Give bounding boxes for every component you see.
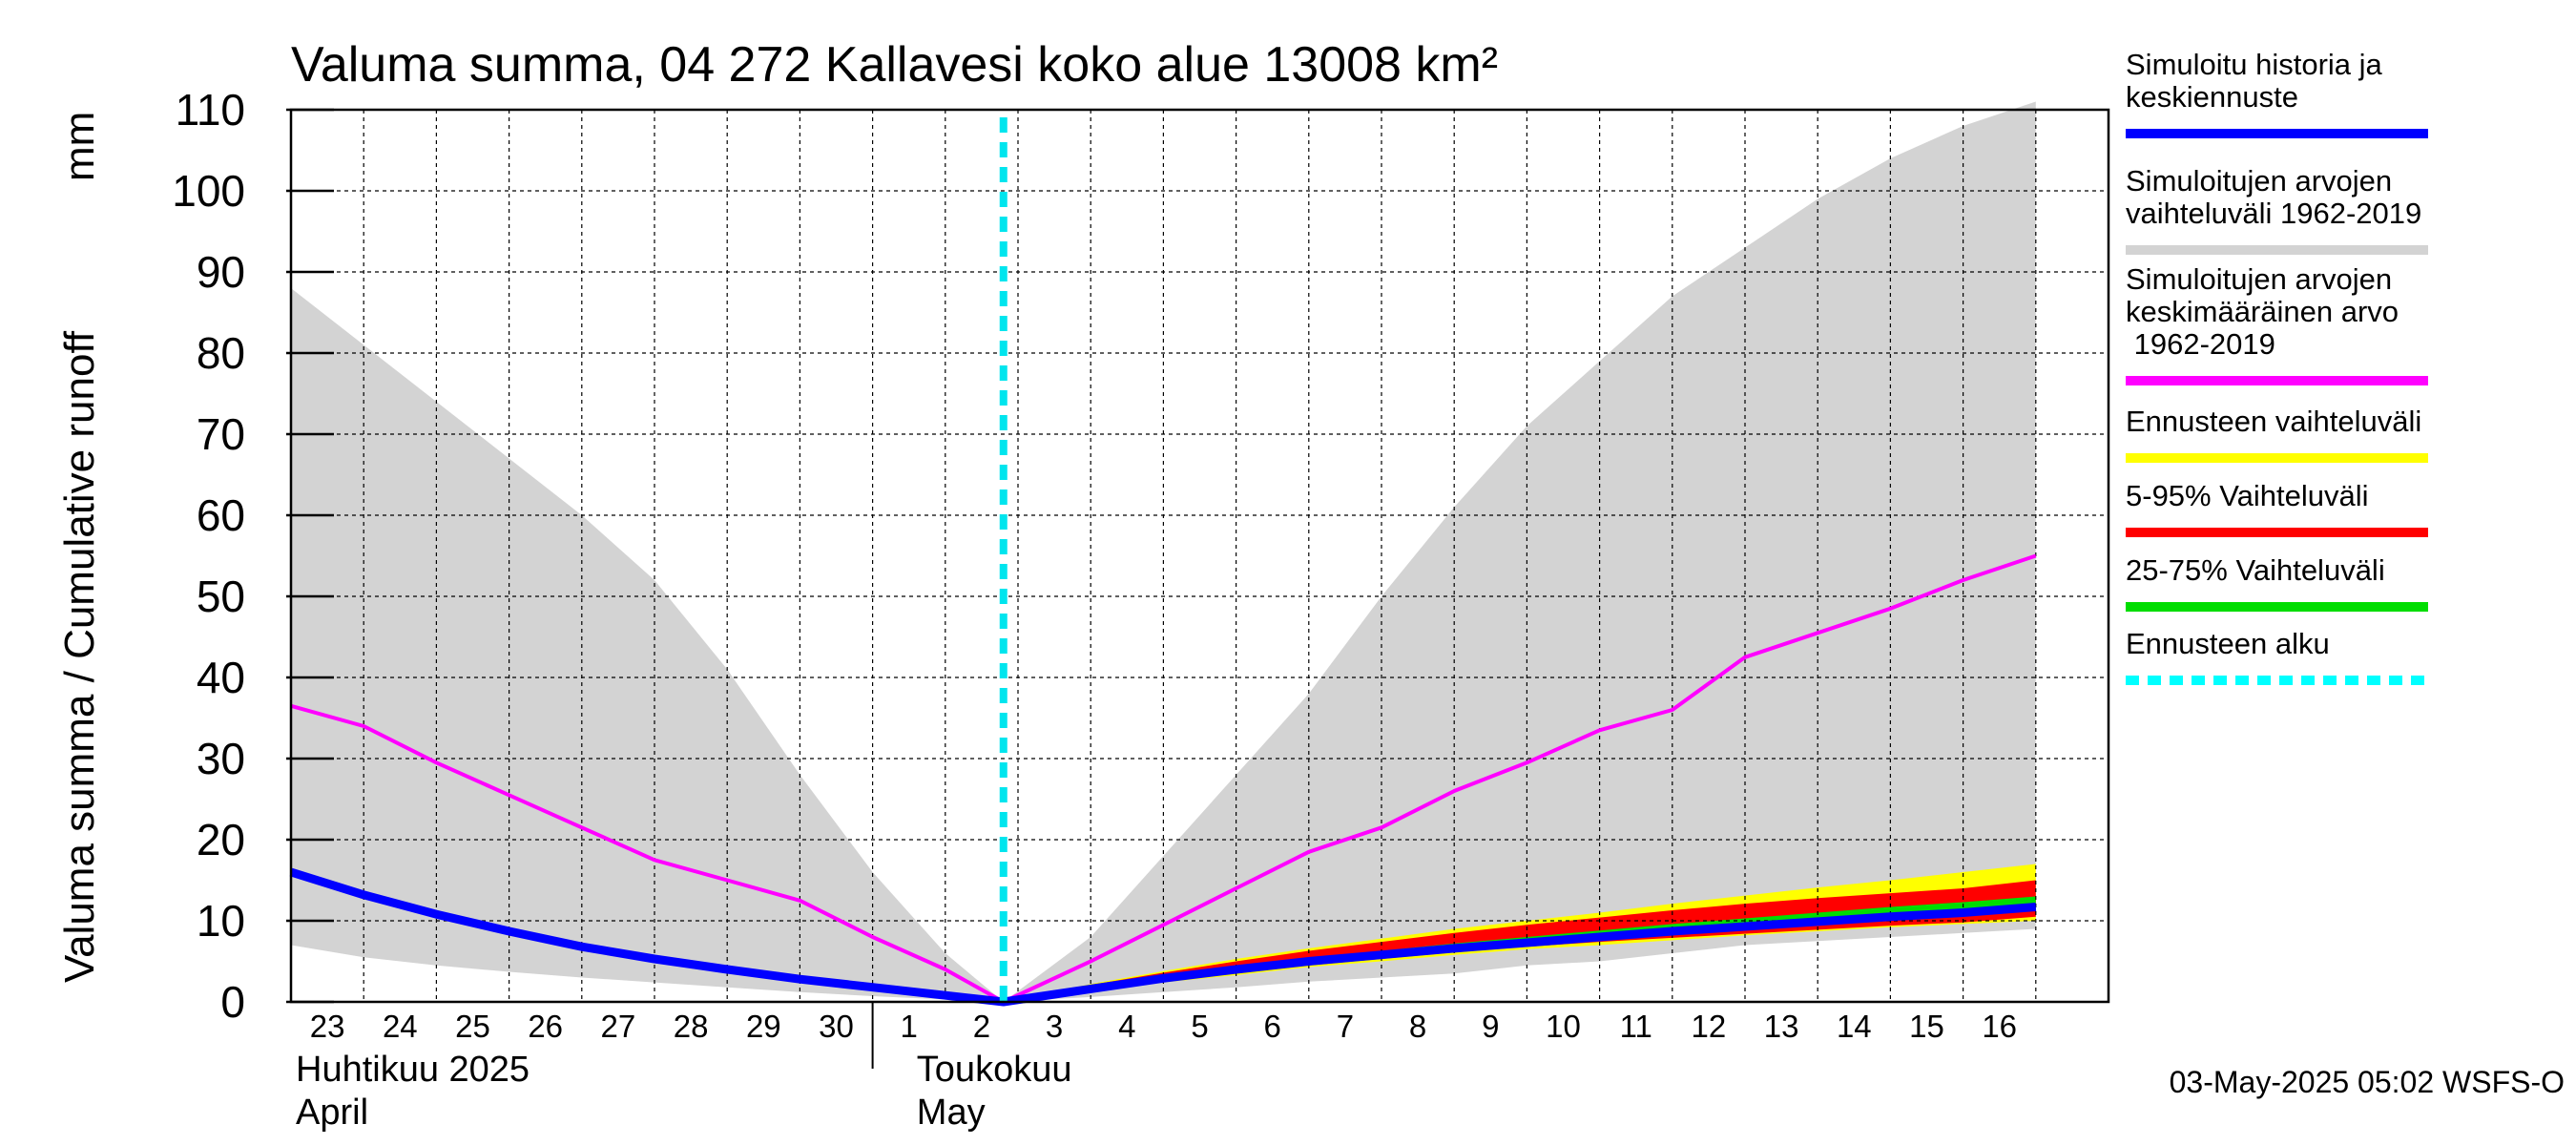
x-tick-label-12: 12: [1692, 1009, 1727, 1044]
month-label-fi-1: Toukokuu: [917, 1050, 1072, 1090]
legend-label-4: 5-95% Vaihteluväli: [2126, 479, 2368, 512]
x-tick-label-13: 13: [1764, 1009, 1799, 1044]
x-tick-label-8: 8: [1409, 1009, 1426, 1044]
axes: [286, 108, 2110, 1069]
x-tick-label-15: 15: [1909, 1009, 1944, 1044]
x-tick-label-7: 7: [1337, 1009, 1354, 1044]
x-tick-label-30: 30: [819, 1009, 854, 1044]
x-tick-label-10: 10: [1546, 1009, 1581, 1044]
x-tick-label-25: 25: [455, 1009, 490, 1044]
x-tick-label-6: 6: [1264, 1009, 1281, 1044]
y-tick-label-40: 40: [197, 653, 245, 702]
legend-label-2: Simuloitujen arvojen keskimääräinen arvo …: [2126, 262, 2399, 361]
y-tick-label-60: 60: [197, 490, 245, 540]
x-tick-label-23: 23: [310, 1009, 345, 1044]
y-tick-label-80: 80: [197, 328, 245, 378]
x-tick-label-2: 2: [973, 1009, 990, 1044]
chart-title: Valuma summa, 04 272 Kallavesi koko alue…: [291, 37, 1498, 93]
y-tick-label-10: 10: [197, 896, 245, 946]
x-tick-label-29: 29: [746, 1009, 781, 1044]
month-label-en-0: April: [296, 1093, 368, 1133]
y-tick-label-70: 70: [197, 409, 245, 459]
series-4-line: [290, 553, 2037, 1004]
x-tick-label-4: 4: [1118, 1009, 1135, 1044]
y-tick-label-90: 90: [197, 247, 245, 297]
legend-label-3: Ennusteen vaihteluväli: [2126, 405, 2421, 438]
y-axis-label: Valuma summa / Cumulative runoff: [56, 330, 103, 983]
y-tick-label-110: 110: [176, 85, 245, 135]
timestamp: 03-May-2025 05:02 WSFS-O: [2170, 1065, 2565, 1099]
x-tick-label-16: 16: [1982, 1009, 2017, 1044]
y-tick-label-30: 30: [197, 734, 245, 783]
y-tick-label-50: 50: [197, 572, 245, 621]
month-label-fi-0: Huhtikuu 2025: [296, 1050, 530, 1090]
x-tick-label-1: 1: [901, 1009, 918, 1044]
x-tick-label-24: 24: [383, 1009, 418, 1044]
legend-label-1: Simuloitujen arvojen vaihteluväli 1962-20…: [2126, 164, 2421, 230]
x-tick-label-11: 11: [1620, 1009, 1652, 1044]
x-tick-label-27: 27: [601, 1009, 636, 1044]
x-tick-label-3: 3: [1046, 1009, 1063, 1044]
legend-label-5: 25-75% Vaihteluväli: [2126, 553, 2385, 587]
series-lines: [289, 117, 2037, 1007]
x-tick-label-9: 9: [1482, 1009, 1499, 1044]
y-tick-label-0: 0: [220, 977, 245, 1027]
y-axis-unit: mm: [56, 112, 103, 181]
y-tick-label-20: 20: [197, 815, 245, 864]
series-5-line: [289, 867, 2037, 1007]
x-tick-label-5: 5: [1191, 1009, 1208, 1044]
y-tick-label-100: 100: [172, 166, 245, 216]
legend: Simuloitu historia ja keskiennuste Simuloi…: [2126, 48, 2428, 685]
month-label-en-1: May: [917, 1093, 986, 1133]
x-tick-label-28: 28: [674, 1009, 709, 1044]
legend-label-0: Simuloitu historia ja keskiennuste: [2126, 48, 2383, 114]
plot-frame: [289, 108, 2110, 1004]
x-tick-label-14: 14: [1837, 1009, 1872, 1044]
legend-label-6: Ennusteen alku: [2126, 627, 2330, 660]
x-tick-label-26: 26: [528, 1009, 563, 1044]
